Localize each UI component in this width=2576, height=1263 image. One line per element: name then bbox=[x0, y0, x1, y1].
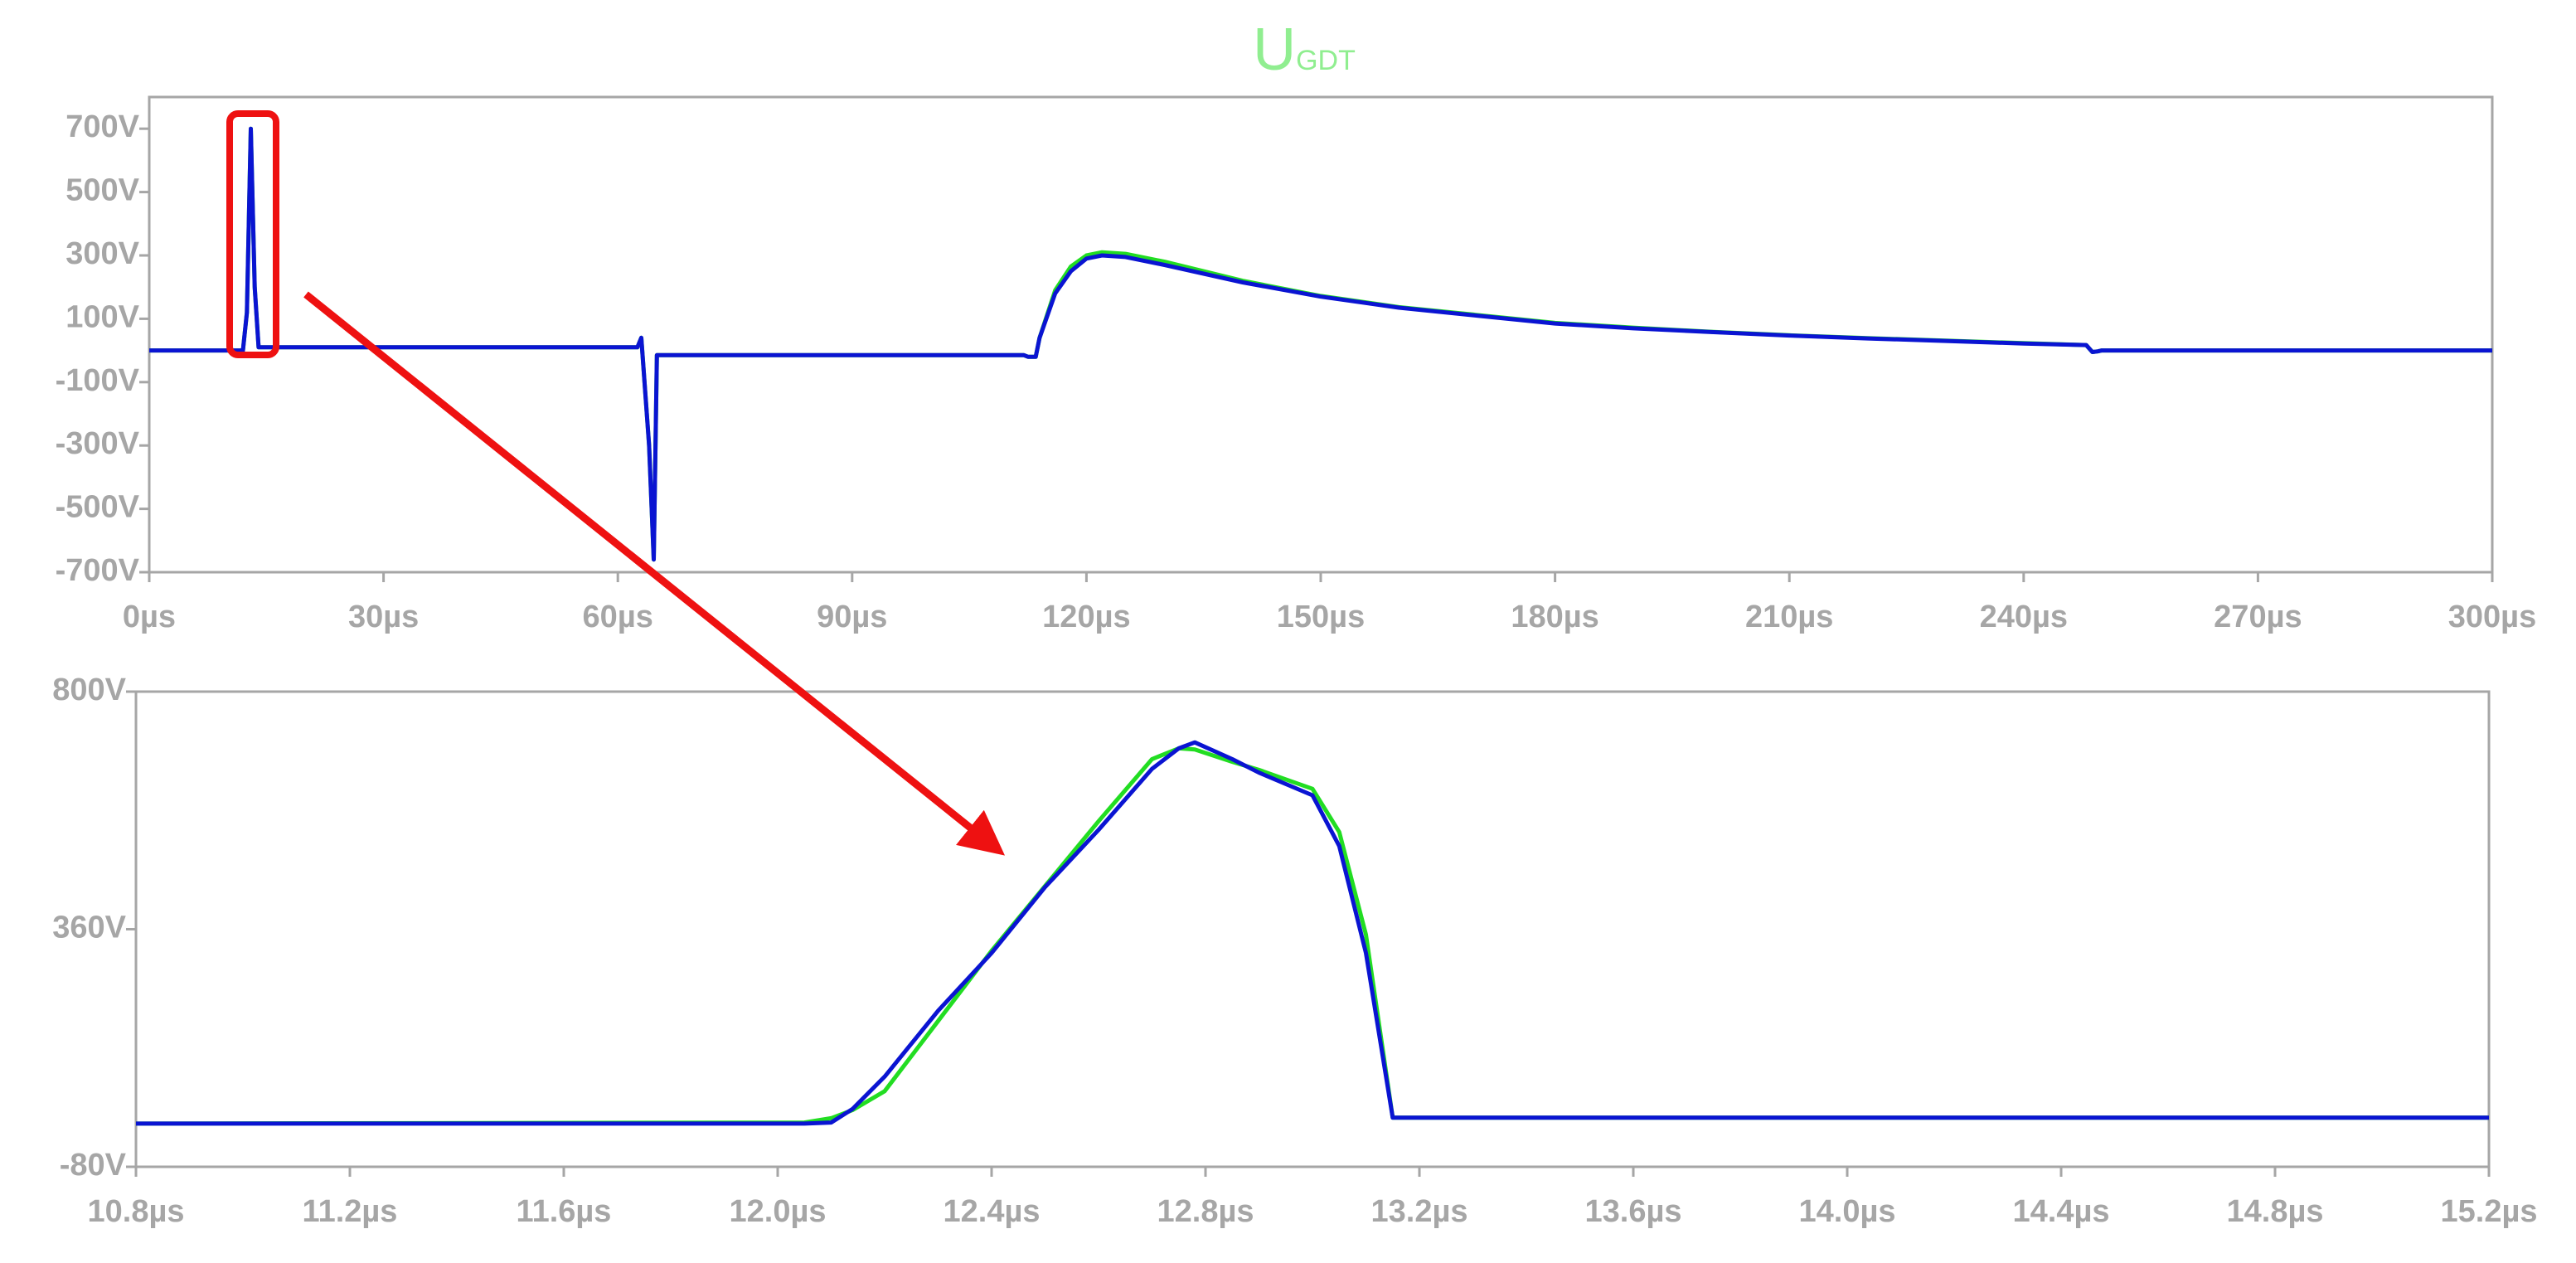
y-tick-label: -100V bbox=[56, 363, 140, 398]
x-tick-label: 150µs bbox=[1277, 600, 1365, 634]
series-line bbox=[136, 740, 2489, 1126]
y-tick-label: -500V bbox=[56, 490, 140, 525]
y-tick-label: -80V bbox=[60, 1148, 127, 1183]
x-tick-label: 14.4µs bbox=[2013, 1194, 2110, 1229]
y-tick-label: 360V bbox=[52, 911, 126, 945]
series-line bbox=[149, 126, 2492, 562]
title-subscript: GDT bbox=[1296, 45, 1356, 76]
x-tick-label: 0µs bbox=[123, 600, 176, 634]
series-line bbox=[149, 126, 2492, 562]
chart-title: UGDT bbox=[1253, 17, 1356, 83]
x-tick-label: 15.2µs bbox=[2441, 1194, 2538, 1229]
plot-frame bbox=[134, 690, 2491, 1168]
x-tick-label: 270µs bbox=[2214, 600, 2302, 634]
x-tick-label: 12.8µs bbox=[1157, 1194, 1254, 1229]
y-tick-label: 100V bbox=[65, 299, 139, 334]
x-tick-label: 120µs bbox=[1042, 600, 1130, 634]
x-tick-label: 13.6µs bbox=[1585, 1194, 1682, 1229]
x-tick-label: 13.2µs bbox=[1371, 1194, 1468, 1229]
plot-layer: 700V 500V 300V 100V -100V -300V -500V -700V 0µs 3… bbox=[52, 17, 2537, 1229]
highlight-box bbox=[226, 110, 279, 358]
x-tick-label: 240µs bbox=[1980, 600, 2068, 634]
y-tick-label: 500V bbox=[65, 173, 139, 208]
x-tick-label: 11.2µs bbox=[303, 1194, 398, 1229]
x-tick-label: 12.4µs bbox=[944, 1194, 1041, 1229]
x-tick-label: 11.6µs bbox=[517, 1194, 612, 1229]
y-tick-label: -700V bbox=[56, 553, 140, 588]
x-tick-label: 10.8µs bbox=[88, 1194, 185, 1229]
x-tick-label: 60µs bbox=[583, 600, 653, 634]
x-tick-label: 210µs bbox=[1745, 600, 1833, 634]
x-tick-label: 14.8µs bbox=[2227, 1194, 2324, 1229]
x-tick-label: 90µs bbox=[817, 600, 887, 634]
y-tick-label: -300V bbox=[56, 426, 140, 461]
plot-frame bbox=[148, 95, 2494, 574]
x-tick-label: 30µs bbox=[348, 600, 419, 634]
y-tick-label: 800V bbox=[52, 673, 126, 707]
series-line bbox=[135, 746, 2489, 1126]
x-tick-label: 14.0µs bbox=[1799, 1194, 1896, 1229]
x-tick-label: 12.0µs bbox=[730, 1194, 827, 1229]
zoom-arrow bbox=[303, 291, 1006, 856]
x-tick-label: 300µs bbox=[2448, 600, 2536, 634]
y-tick-label: 700V bbox=[65, 109, 139, 144]
y-tick-label: 300V bbox=[65, 236, 139, 271]
title-main: U bbox=[1253, 17, 1296, 83]
x-tick-label: 180µs bbox=[1511, 600, 1598, 634]
